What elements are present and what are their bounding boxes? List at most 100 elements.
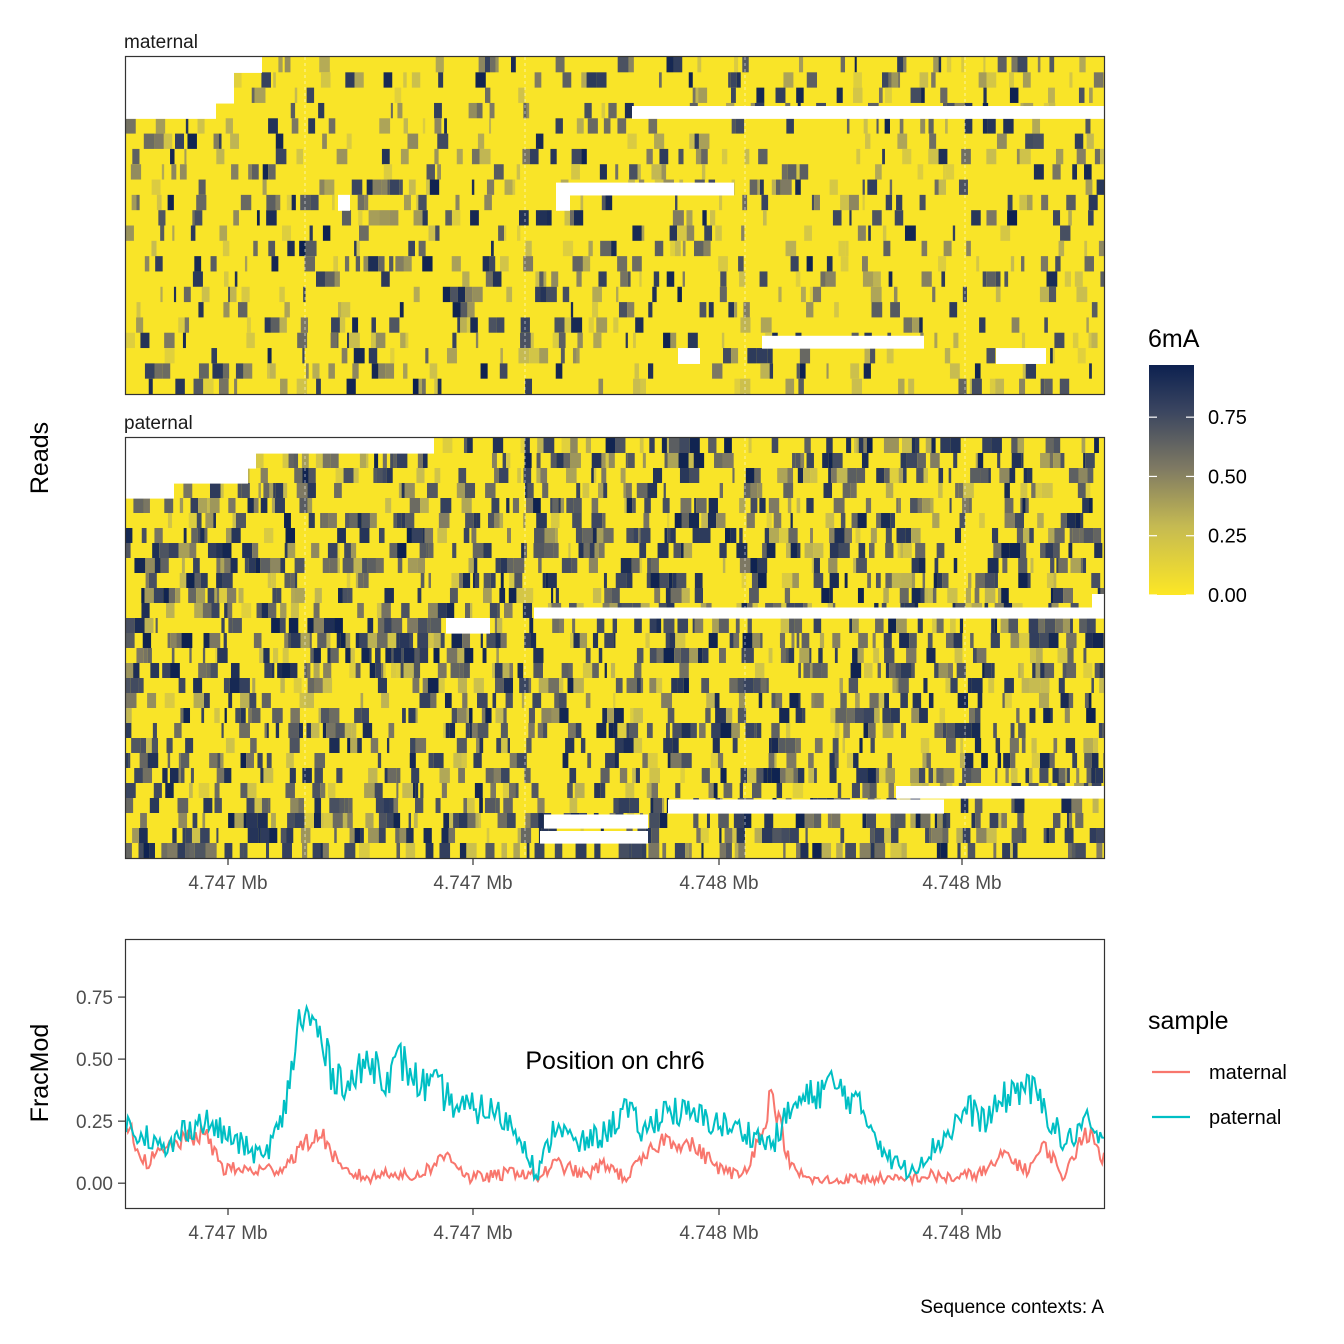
paternal-read-segment xyxy=(159,543,169,559)
maternal-read-segment xyxy=(266,210,277,227)
paternal-read-segment xyxy=(437,528,447,544)
paternal-read-segment xyxy=(374,783,383,799)
paternal-read-segment xyxy=(260,468,268,484)
paternal-read-segment xyxy=(342,588,348,604)
paternal-read-segment xyxy=(804,813,814,829)
paternal-read-segment xyxy=(737,678,744,694)
maternal-read-segment xyxy=(829,179,838,196)
paternal-read-segment xyxy=(615,438,626,454)
paternal-read-segment xyxy=(456,738,467,754)
paternal-read-segment xyxy=(355,663,361,679)
maternal-read-segment xyxy=(1059,378,1070,394)
paternal-read-segment xyxy=(836,468,848,484)
paternal-read-segment xyxy=(875,573,881,589)
paternal-read-segment xyxy=(870,738,875,754)
paternal-read-segment xyxy=(314,678,323,694)
paternal-read-segment xyxy=(748,438,752,454)
paternal-read-segment xyxy=(959,753,965,769)
paternal-read-segment xyxy=(896,498,899,514)
paternal-read-segment xyxy=(605,438,616,454)
paternal-read-segment xyxy=(451,708,458,724)
paternal-read-segment xyxy=(923,468,929,484)
maternal-read-segment xyxy=(670,240,675,257)
paternal-read-segment xyxy=(216,588,220,604)
paternal-read-segment xyxy=(785,738,796,754)
paternal-read-segment xyxy=(346,573,351,589)
paternal-read-segment xyxy=(334,618,343,634)
paternal-read-segment xyxy=(351,723,357,739)
paternal-read-segment xyxy=(128,753,131,769)
paternal-read-segment xyxy=(863,438,867,454)
maternal-read-segment xyxy=(328,118,336,135)
maternal-read-segment xyxy=(484,57,491,73)
paternal-read-segment xyxy=(699,723,706,739)
maternal-read-segment xyxy=(294,87,298,104)
paternal-read-segment xyxy=(666,438,670,454)
paternal-read-segment xyxy=(946,738,956,754)
paternal-read-segment xyxy=(253,453,264,469)
paternal-read-segment xyxy=(613,723,618,739)
paternal-read-segment xyxy=(194,573,201,589)
paternal-read-segment xyxy=(795,738,801,754)
paternal-read-segment xyxy=(918,558,926,574)
paternal-read-segment xyxy=(699,528,711,544)
maternal-read-segment xyxy=(654,133,665,150)
maternal-read-segment xyxy=(462,271,470,288)
paternal-read-segment xyxy=(170,663,180,679)
maternal-read-segment xyxy=(302,348,305,364)
maternal-read-segment xyxy=(1089,363,1092,380)
paternal-read-segment xyxy=(382,453,387,469)
maternal-read-segment xyxy=(687,332,698,349)
paternal-read-segment xyxy=(1037,513,1044,529)
paternal-read-segment xyxy=(1082,558,1087,574)
paternal-read-segment xyxy=(995,738,1001,754)
paternal-read-segment xyxy=(143,498,150,514)
maternal-read-segment xyxy=(625,332,628,349)
paternal-read-segment xyxy=(178,543,190,559)
paternal-read-segment xyxy=(299,693,307,709)
paternal-read-segment xyxy=(678,453,689,469)
paternal-read-segment xyxy=(689,648,699,664)
maternal-read-segment xyxy=(161,164,165,181)
maternal-read-segment xyxy=(218,378,229,394)
paternal-read-segment xyxy=(499,513,504,529)
paternal-read-segment xyxy=(148,573,157,589)
paternal-read-segment xyxy=(619,768,628,784)
paternal-read-segment xyxy=(766,543,776,559)
paternal-read-segment xyxy=(423,828,432,844)
paternal-read-segment xyxy=(747,768,757,784)
paternal-read-segment xyxy=(246,753,255,769)
paternal-read-segment xyxy=(538,678,549,694)
maternal-read-segment xyxy=(535,210,547,227)
paternal-read-segment xyxy=(1053,438,1061,454)
maternal-read-segment xyxy=(550,148,557,165)
paternal-read-segment xyxy=(542,483,549,499)
paternal-read-segment xyxy=(649,648,657,664)
paternal-read-segment xyxy=(1002,843,1011,858)
paternal-read-segment xyxy=(596,528,604,544)
paternal-read-segment xyxy=(1021,678,1030,694)
paternal-read-segment xyxy=(282,663,291,679)
maternal-read-segment xyxy=(759,271,768,288)
paternal-read-segment xyxy=(544,528,556,544)
paternal-read-segment xyxy=(680,498,692,514)
paternal-read-segment xyxy=(516,753,527,769)
maternal-read-segment xyxy=(811,194,815,211)
paternal-read-segment xyxy=(350,648,355,664)
paternal-read-segment xyxy=(196,588,206,604)
maternal-read-segment xyxy=(183,286,191,303)
paternal-read-segment xyxy=(942,828,949,844)
paternal-read-segment xyxy=(272,663,275,679)
paternal-read-segment xyxy=(381,603,391,619)
paternal-read-segment xyxy=(258,828,261,844)
paternal-read-segment xyxy=(917,498,923,514)
paternal-read-segment xyxy=(800,843,809,858)
maternal-read-segment xyxy=(425,179,430,196)
paternal-read-segment xyxy=(911,663,915,679)
paternal-read-segment xyxy=(471,723,478,739)
maternal-read-segment xyxy=(620,271,628,288)
paternal-read-segment xyxy=(831,468,837,484)
paternal-read-segment xyxy=(701,678,710,694)
paternal-read-segment xyxy=(890,813,895,829)
paternal-read-segment xyxy=(307,678,315,694)
